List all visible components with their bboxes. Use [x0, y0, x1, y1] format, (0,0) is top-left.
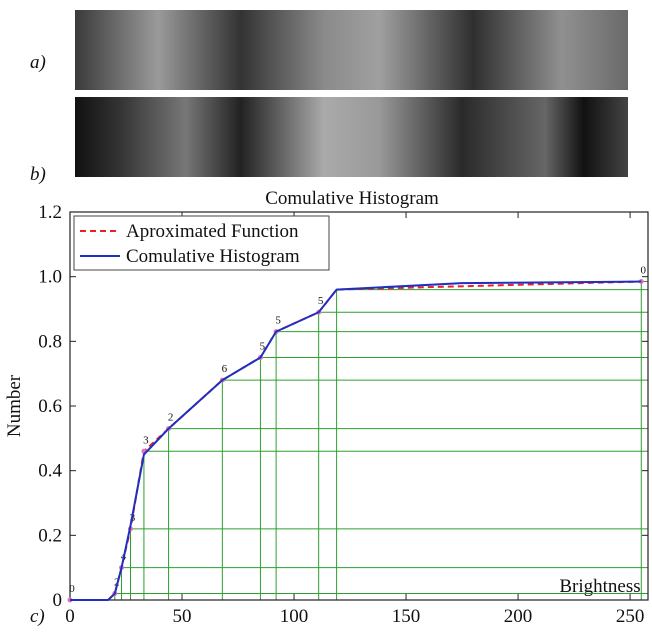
- x-tick-label: 0: [65, 606, 75, 627]
- y-axis-label: Number: [4, 374, 25, 437]
- x-tick-label: 200: [504, 606, 533, 627]
- x-tick-label: 250: [616, 606, 645, 627]
- image-a: [75, 10, 628, 90]
- panel-label: a): [30, 52, 46, 73]
- knot-label: 2: [168, 412, 174, 424]
- y-tick-label: 0.4: [38, 461, 62, 482]
- panel-label: b): [30, 164, 46, 185]
- knot-label: 0: [641, 265, 647, 277]
- y-tick-label: 0.8: [38, 331, 62, 352]
- y-tick-label: 0: [53, 590, 63, 611]
- image-b: [75, 97, 628, 177]
- series-line: [70, 280, 642, 601]
- x-tick-label: 50: [173, 606, 192, 627]
- y-tick-label: 1.0: [38, 267, 62, 288]
- chart-title: Comulative Histogram: [265, 188, 439, 209]
- x-axis-label: Brightness: [559, 576, 640, 597]
- x-tick-label: 100: [280, 606, 309, 627]
- knot-label: 3: [143, 434, 149, 446]
- y-tick-label: 0.2: [38, 525, 62, 546]
- legend-label: Comulative Histogram: [126, 246, 300, 267]
- knot-label: 5: [318, 295, 324, 307]
- x-tick-label: 150: [392, 606, 421, 627]
- y-tick-label: 0.6: [38, 396, 62, 417]
- knot-label: 0: [69, 583, 75, 595]
- knot-label: 6: [222, 363, 228, 375]
- legend-label: Aproximated Function: [126, 221, 299, 242]
- legend-box: [73, 215, 330, 271]
- knot-label: 5: [260, 341, 266, 353]
- knot-label: 5: [275, 315, 281, 327]
- panel-label: c): [30, 606, 45, 627]
- y-tick-label: 1.2: [38, 202, 62, 223]
